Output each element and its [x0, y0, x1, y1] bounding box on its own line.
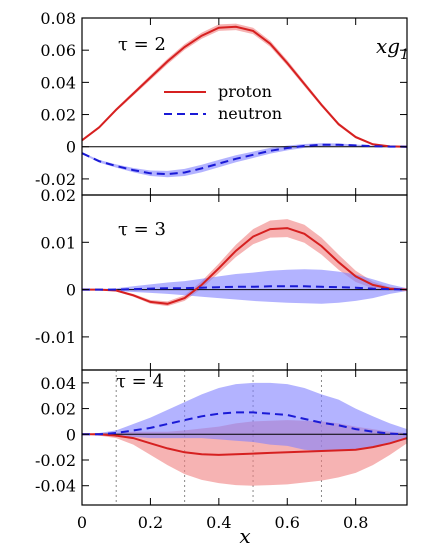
- y-tick-label: 0.08: [40, 9, 76, 28]
- y-tick-label: 0: [66, 281, 76, 300]
- corner-label-main: xg: [376, 34, 400, 58]
- y-tick-label: 0.04: [40, 73, 76, 92]
- legend-proton-label: proton: [218, 82, 272, 101]
- x-axis-label: x: [239, 524, 250, 548]
- proton-curve: [82, 433, 408, 456]
- curves: [82, 227, 408, 305]
- neutron-uncertainty-band: [82, 143, 407, 178]
- proton-curve: [81, 25, 408, 148]
- panel-tau-3: 0.02 0.01 0 -0.01 τ = 3: [35, 186, 408, 371]
- proton-uncertainty-band: [82, 219, 407, 307]
- y-tick-label: 0.02: [40, 400, 76, 419]
- y-tick-label: 0.02: [40, 186, 76, 205]
- proton-curve: [82, 227, 408, 305]
- x-tick-label: 0.4: [206, 513, 231, 532]
- neutron-curve: [81, 143, 408, 176]
- y-tick-label: 0: [66, 138, 76, 157]
- neutron-curve: [82, 411, 408, 436]
- y-axis-ticks: 0.02 0.01 0 -0.01: [35, 186, 407, 347]
- y-tick-label: 0: [66, 425, 76, 444]
- y-tick-label: -0.04: [35, 477, 76, 496]
- y-tick-label: 0.04: [40, 374, 76, 393]
- panel-label: τ = 3: [118, 219, 166, 240]
- y-tick-label: -0.01: [35, 328, 76, 347]
- x-tick-label: 0: [77, 513, 87, 532]
- neutron-curve: [82, 285, 408, 291]
- curves: [81, 25, 408, 176]
- plot-frame: [81, 369, 408, 506]
- panel-label: τ = 4: [116, 371, 164, 392]
- y-tick-label: 0.06: [40, 41, 76, 60]
- corner-label: xg1: [376, 34, 409, 63]
- panel-tau-4: 0.04 0.02 0 -0.02 -0.04 0 0.2 0.4 0.6 0.8 τ = 4: [35, 369, 408, 532]
- curves: [82, 411, 408, 456]
- x-axis-ticks: 0 0.2 0.4 0.6 0.8: [77, 370, 368, 532]
- y-tick-label: 0.02: [40, 106, 76, 125]
- y-tick-label: -0.02: [35, 451, 76, 470]
- y-axis-ticks: 0.08 0.06 0.04 0.02 0 -0.02: [35, 9, 407, 189]
- corner-label-sub: 1: [400, 47, 409, 63]
- x-tick-label: 0.8: [343, 513, 368, 532]
- panel-tau-2: 0.08 0.06 0.04 0.02 0 -0.02 τ = 2 xg1 proton …: [35, 9, 409, 196]
- panel-label: τ = 2: [118, 34, 166, 55]
- x-tick-label: 0.6: [275, 513, 300, 532]
- y-tick-label: -0.02: [35, 170, 76, 189]
- y-axis-ticks: 0.04 0.02 0 -0.02 -0.04: [35, 374, 407, 496]
- y-tick-label: 0.01: [40, 233, 76, 252]
- legend: proton neutron: [164, 82, 282, 123]
- legend-neutron-label: neutron: [218, 104, 282, 123]
- x-tick-label: 0.2: [138, 513, 163, 532]
